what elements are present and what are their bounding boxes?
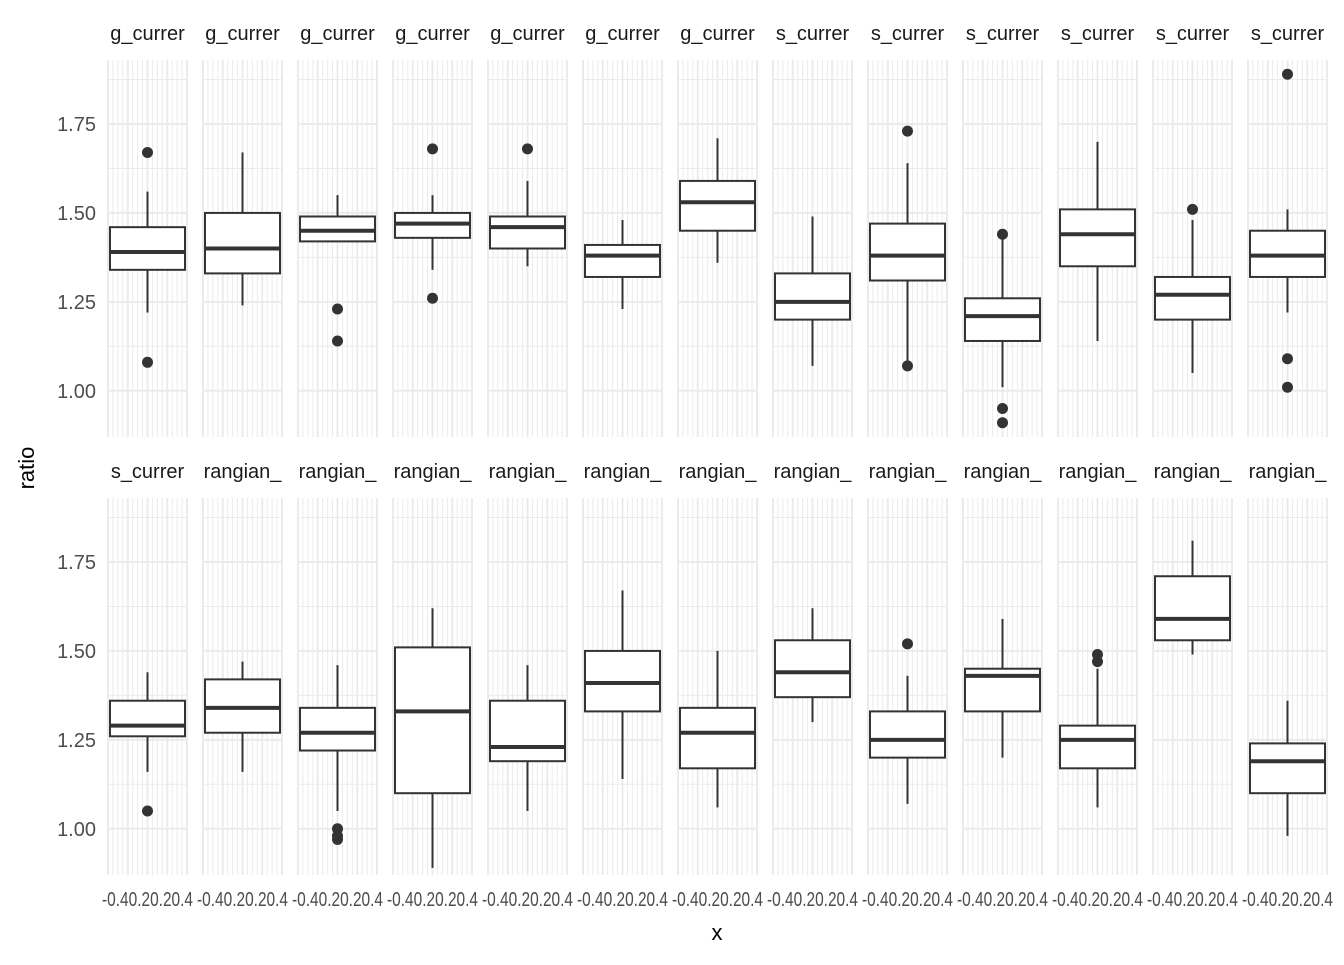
outlier-point: [1092, 656, 1103, 668]
facet-strip-label: g_currer: [110, 23, 185, 45]
y-tick-label: 1.25: [57, 730, 96, 752]
y-tick-label: 1.00: [57, 819, 96, 841]
x-tick-label-strip: -0.40.20.20.4: [1242, 889, 1333, 911]
outlier-point: [1282, 381, 1293, 393]
box-iqr: [109, 226, 186, 271]
facet-strip-label: g_currer: [205, 23, 280, 45]
facet-strip-label: rangian_: [1154, 461, 1233, 483]
facet-strip-label: s_currer: [966, 23, 1040, 45]
y-tick-label: 1.75: [57, 552, 96, 574]
box-iqr: [869, 710, 946, 759]
x-tick-label-strip: -0.40.20.20.4: [577, 889, 668, 911]
outlier-point: [142, 805, 153, 817]
box-iqr: [679, 706, 756, 770]
y-tick-label: 1.00: [57, 381, 96, 403]
box-iqr: [1154, 575, 1231, 642]
marks-layer: [109, 68, 1326, 868]
box-iqr: [774, 272, 851, 321]
facet-strip-label: s_currer: [1061, 23, 1135, 45]
facet-strip-label: g_currer: [585, 23, 660, 45]
x-tick-label-strip: -0.40.20.20.4: [767, 889, 858, 911]
facet-strip-label: s_currer: [776, 23, 850, 45]
facet-strip-label: rangian_: [964, 461, 1043, 483]
facet-strip-label: s_currer: [111, 461, 185, 483]
facet-strip-label: rangian_: [299, 461, 378, 483]
outlier-point: [902, 360, 913, 372]
facet-strip-label: rangian_: [869, 461, 948, 483]
outlier-point: [902, 125, 913, 137]
y-tick-label: 1.75: [57, 114, 96, 136]
facet-strip-label: rangian_: [584, 461, 663, 483]
x-tick-label-strip: -0.40.20.20.4: [1052, 889, 1143, 911]
box-iqr: [1059, 724, 1136, 770]
x-tick-label-strip: -0.40.20.20.4: [387, 889, 478, 911]
facet-strip-label: s_currer: [1251, 23, 1325, 45]
box-iqr: [489, 699, 566, 763]
facet-strip-label: rangian_: [394, 461, 473, 483]
y-tick-label: 1.50: [57, 641, 96, 663]
x-tick-label-strip: -0.40.20.20.4: [292, 889, 383, 911]
outlier-point: [332, 303, 343, 315]
x-tick-label-strip: -0.40.20.20.4: [197, 889, 288, 911]
outlier-point: [1282, 68, 1293, 80]
outlier-point: [902, 638, 913, 650]
x-tick-label-strip: -0.40.20.20.4: [862, 889, 953, 911]
outlier-point: [427, 143, 438, 155]
box-iqr: [204, 211, 281, 275]
outlier-point: [332, 833, 343, 845]
facet-strip-label: rangian_: [679, 461, 758, 483]
box-iqr: [1249, 742, 1326, 795]
x-tick-label-strip: -0.40.20.20.4: [1147, 889, 1238, 911]
facet-strip-label: g_currer: [395, 23, 470, 45]
y-tick-label: 1.50: [57, 203, 96, 225]
text-layer: g_currer g_currer g_currer g_currer g_currer…: [57, 23, 1333, 911]
x-tick-label-strip: -0.40.20.20.4: [672, 889, 763, 911]
facet-strip-label: rangian_: [1249, 461, 1328, 483]
y-tick-label: 1.25: [57, 292, 96, 314]
outlier-point: [142, 146, 153, 158]
box-iqr: [1059, 208, 1136, 268]
facet-strip-label: rangian_: [774, 461, 853, 483]
outlier-point: [142, 356, 153, 368]
x-axis-title: x: [712, 920, 723, 945]
facet-strip-label: s_currer: [1156, 23, 1230, 45]
facet-strip-label: g_currer: [490, 23, 565, 45]
facet-strip-label: rangian_: [1059, 461, 1138, 483]
box-iqr: [679, 179, 756, 232]
outlier-point: [332, 335, 343, 347]
outlier-point: [1282, 353, 1293, 365]
outlier-point: [1187, 203, 1198, 215]
box-iqr: [964, 297, 1041, 342]
facet-strip-label: s_currer: [871, 23, 945, 45]
y-axis-title: ratio: [14, 447, 39, 490]
x-tick-label-strip: -0.40.20.20.4: [957, 889, 1048, 911]
facet-strip-label: g_currer: [680, 23, 755, 45]
box-iqr: [869, 222, 946, 282]
outlier-point: [997, 228, 1008, 240]
x-tick-label-strip: -0.40.20.20.4: [102, 889, 193, 911]
box-iqr: [109, 699, 186, 738]
outlier-point: [997, 417, 1008, 429]
box-iqr: [1154, 275, 1231, 321]
box-iqr: [489, 215, 566, 250]
outlier-point: [427, 292, 438, 304]
outlier-point: [522, 143, 533, 155]
box-iqr: [394, 646, 471, 795]
box-iqr: [584, 243, 661, 278]
outlier-point: [997, 403, 1008, 415]
facet-strip-label: rangian_: [204, 461, 283, 483]
facet-strip-label: rangian_: [489, 461, 568, 483]
box-iqr: [774, 639, 851, 699]
facet-strip-label: g_currer: [300, 23, 375, 45]
x-tick-label-strip: -0.40.20.20.4: [482, 889, 573, 911]
box-iqr: [299, 706, 376, 752]
